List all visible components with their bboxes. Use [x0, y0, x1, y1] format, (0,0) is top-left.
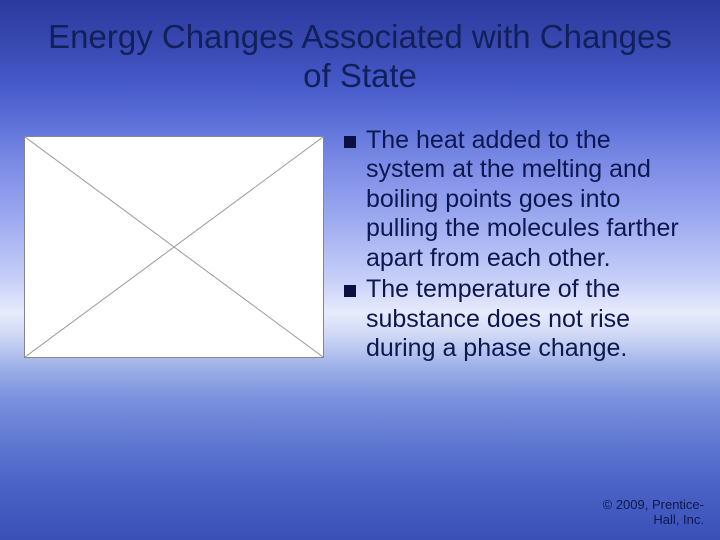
bullet-square-icon: [344, 136, 356, 148]
image-placeholder: [24, 136, 324, 358]
slide-title: Energy Changes Associated with Changes o…: [30, 18, 690, 96]
footer-line2: Hall, Inc.: [653, 512, 704, 527]
bullet-square-icon: [344, 285, 356, 297]
placeholder-cross-icon: [25, 137, 323, 357]
list-item: The temperature of the substance does no…: [344, 275, 690, 364]
list-item: The heat added to the system at the melt…: [344, 126, 690, 274]
bullet-text: The temperature of the substance does no…: [366, 275, 690, 364]
copyright-footer: © 2009, Prentice- Hall, Inc.: [603, 497, 704, 528]
slide: Energy Changes Associated with Changes o…: [0, 0, 720, 540]
bullet-list: The heat added to the system at the melt…: [344, 126, 690, 366]
content-row: The heat added to the system at the melt…: [30, 126, 690, 366]
bullet-text: The heat added to the system at the melt…: [366, 126, 690, 274]
footer-line1: © 2009, Prentice-: [603, 497, 704, 512]
